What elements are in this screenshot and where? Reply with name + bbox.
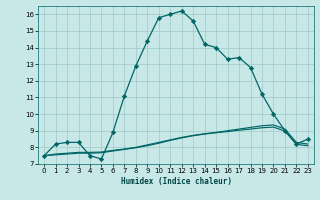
- X-axis label: Humidex (Indice chaleur): Humidex (Indice chaleur): [121, 177, 231, 186]
